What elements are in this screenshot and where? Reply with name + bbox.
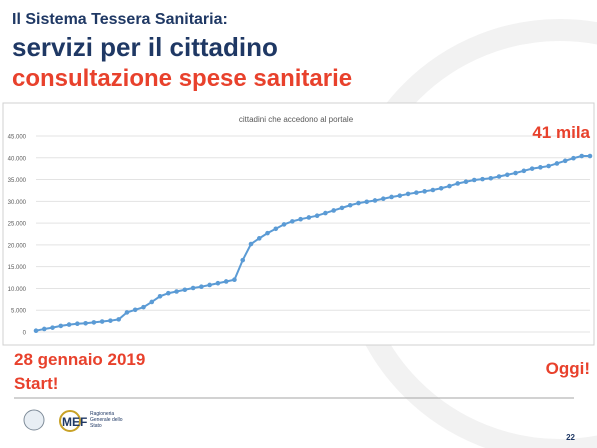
y-tick-label: 5.000	[11, 309, 27, 315]
data-point	[397, 193, 403, 198]
data-point	[174, 289, 179, 294]
emblem	[23, 409, 45, 431]
data-point	[505, 172, 510, 178]
data-point	[199, 284, 204, 290]
y-tick-label: 40.000	[8, 156, 27, 162]
data-point	[256, 236, 262, 241]
data-point	[414, 190, 419, 195]
data-point	[50, 325, 55, 330]
data-point	[538, 165, 543, 170]
data-point	[290, 219, 295, 224]
data-point	[116, 317, 121, 322]
data-point	[389, 194, 394, 200]
data-point	[91, 320, 97, 325]
kicker: Il Sistema Tessera Sanitaria:	[12, 11, 228, 28]
data-point	[571, 155, 576, 161]
data-point	[372, 198, 378, 203]
annotation: Start!	[14, 374, 58, 393]
data-point	[314, 213, 320, 219]
data-point	[521, 168, 527, 174]
data-point	[58, 323, 64, 329]
annotation: 28 gennaio 2019	[14, 350, 145, 369]
y-tick-label: 25.000	[8, 222, 27, 228]
data-point	[265, 230, 270, 236]
data-point	[273, 226, 279, 232]
y-tick-label: 10.000	[8, 287, 27, 293]
annotation: 41 mila	[532, 123, 590, 142]
data-point	[41, 326, 47, 332]
data-point	[562, 158, 568, 164]
data-point	[149, 299, 155, 305]
data-point	[108, 318, 113, 323]
data-point	[124, 310, 130, 315]
plot: 0 5.000 10.000 15.000 20.000 25.000 30.000 35.0…	[8, 135, 593, 337]
data-point	[207, 282, 212, 288]
data-point	[75, 321, 80, 327]
data-point	[496, 174, 502, 179]
data-point	[529, 166, 535, 171]
data-point	[306, 215, 312, 220]
data-point	[157, 293, 163, 299]
agency: Ragioneria Generale dello Stato	[90, 411, 123, 429]
data-point	[232, 277, 237, 283]
data-point	[83, 320, 88, 326]
logo: MEF	[62, 415, 87, 429]
data-point	[281, 222, 287, 227]
chart-title: cittadini che accedono al portale	[239, 115, 354, 124]
data-point	[430, 187, 436, 193]
data-point	[364, 199, 370, 205]
data-point	[380, 196, 386, 202]
data-point	[165, 290, 171, 296]
data-point	[215, 280, 221, 286]
data-point	[182, 287, 188, 293]
data-point	[463, 179, 469, 185]
data-point	[471, 177, 477, 183]
data-point	[488, 175, 494, 181]
logo-ring	[59, 410, 81, 432]
y-tick-label: 0	[23, 331, 27, 337]
agency-box: Ragioneria Generale dello Stato	[90, 411, 123, 429]
y-tick-label: 20.000	[8, 243, 27, 249]
data-point	[347, 202, 353, 208]
data-point	[587, 153, 593, 159]
data-point	[132, 307, 138, 313]
data-point	[190, 285, 196, 291]
data-point	[447, 183, 452, 189]
data-point	[455, 181, 461, 186]
data-point	[248, 241, 254, 247]
data-point	[298, 216, 303, 222]
data-point	[405, 191, 411, 197]
data-point	[331, 208, 336, 213]
data-point	[356, 200, 361, 206]
y-tick-label: 35.000	[8, 178, 27, 184]
data-point	[323, 210, 328, 216]
data-point	[480, 176, 485, 182]
y-tick-label: 30.000	[8, 200, 27, 206]
data-point	[223, 279, 229, 284]
data-point	[99, 319, 105, 324]
data-point	[579, 153, 585, 159]
page-number: 22	[566, 433, 575, 442]
data-point	[422, 189, 427, 194]
data-point	[554, 161, 560, 166]
y-tick-label: 45.000	[8, 135, 27, 141]
title: servizi per il cittadino	[12, 32, 278, 62]
data-point	[546, 163, 551, 169]
data-point	[240, 257, 246, 263]
data-point	[339, 205, 345, 211]
data-point	[438, 185, 444, 191]
y-tick-label: 15.000	[8, 265, 27, 271]
chart-frame	[2, 102, 595, 346]
data-point	[513, 170, 518, 176]
subtitle: consultazione spese sanitarie	[12, 65, 352, 92]
data-point	[141, 304, 146, 310]
data-point	[66, 322, 72, 327]
annotation: Oggi!	[546, 359, 590, 378]
data-point	[33, 328, 39, 333]
